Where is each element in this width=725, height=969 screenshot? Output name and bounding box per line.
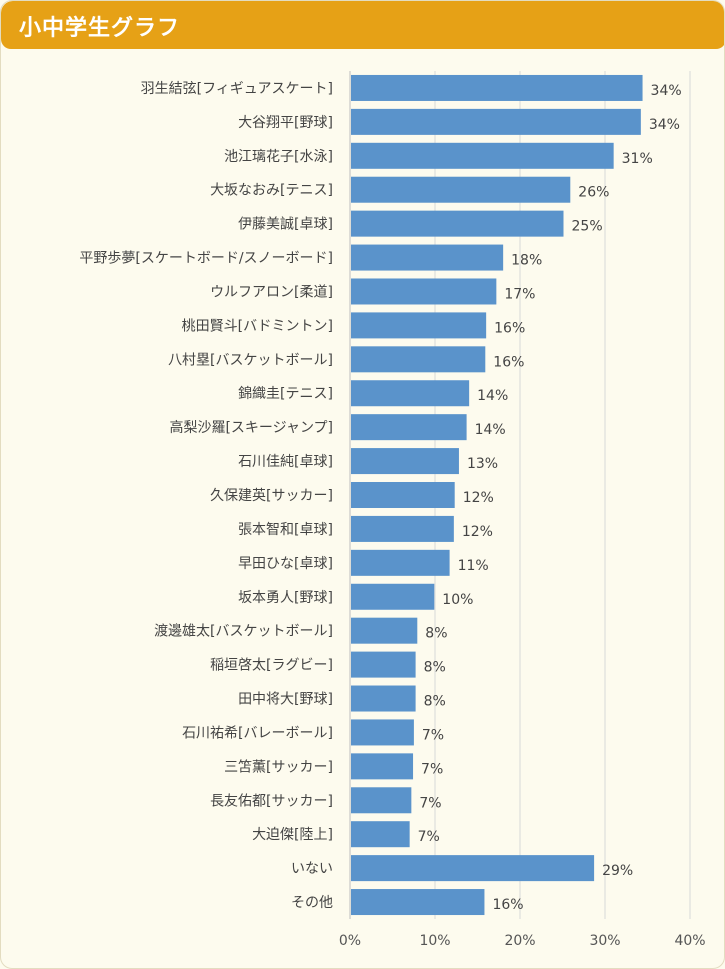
value-label-9: 14%	[477, 388, 508, 404]
value-label-22: 7%	[418, 829, 440, 845]
bar-5	[351, 244, 504, 271]
bar-9	[351, 380, 470, 407]
value-label-1: 34%	[649, 117, 680, 133]
value-label-0: 34%	[651, 83, 682, 99]
category-label-4: 伊藤美誠[卓球]	[238, 217, 333, 233]
value-label-23: 29%	[602, 863, 633, 879]
bar-15	[351, 583, 435, 610]
value-label-17: 8%	[424, 660, 446, 676]
value-label-6: 17%	[504, 286, 535, 302]
value-label-15: 10%	[442, 592, 473, 608]
bar-10	[351, 414, 467, 441]
value-label-2: 31%	[622, 151, 653, 167]
bar-13	[351, 515, 454, 542]
bar-24	[351, 889, 485, 916]
value-label-4: 25%	[572, 219, 603, 235]
bar-4	[351, 210, 564, 237]
category-label-9: 錦織圭[テニス]	[238, 385, 333, 402]
header-bar: 小中学生グラフ	[1, 1, 724, 49]
category-label-22: 大迫傑[陸上]	[252, 827, 333, 843]
category-label-5: 平野歩夢[スケートボード/スノーボード]	[79, 251, 333, 267]
category-label-7: 桃田賢斗[バドミントン]	[182, 318, 333, 334]
value-label-11: 13%	[467, 456, 498, 472]
bar-22	[351, 821, 410, 848]
category-label-16: 渡邊雄太[バスケットボール]	[154, 624, 333, 640]
category-label-11: 石川佳純[卓球]	[238, 454, 333, 470]
category-label-19: 石川祐希[バレーボール]	[182, 725, 333, 741]
bar-16	[351, 617, 418, 644]
category-label-20: 三笘薫[サッカー]	[224, 759, 333, 775]
bar-12	[351, 482, 455, 508]
category-label-14: 早田ひな[卓球]	[238, 556, 333, 572]
category-label-12: 久保建英[サッカー]	[210, 487, 333, 504]
bar-2	[351, 142, 614, 169]
bar-11	[351, 448, 459, 475]
bar-6	[351, 278, 497, 305]
value-label-13: 12%	[462, 524, 493, 540]
value-label-10: 14%	[475, 422, 506, 438]
value-label-7: 16%	[494, 320, 525, 336]
bar-14	[351, 549, 450, 576]
category-label-0: 羽生結弦[フィギュアスケート]	[141, 81, 333, 97]
value-label-21: 7%	[419, 795, 441, 811]
bar-8	[351, 346, 486, 373]
category-label-3: 大坂なおみ[テニス]	[210, 183, 333, 199]
category-label-10: 高梨沙羅[スキージャンプ]	[169, 419, 333, 436]
x-tick-label-0: 0%	[339, 933, 361, 949]
category-label-23: いない	[291, 861, 333, 877]
category-label-1: 大谷翔平[野球]	[238, 115, 333, 131]
value-label-19: 7%	[422, 727, 444, 743]
category-label-13: 張本智和[卓球]	[238, 522, 333, 538]
category-label-21: 長友佑都[サッカー]	[210, 793, 333, 809]
bar-20	[351, 753, 414, 780]
bar-0	[351, 74, 643, 101]
category-label-8: 八村塁[バスケットボール]	[168, 352, 333, 368]
bar-19	[351, 719, 414, 746]
value-label-8: 16%	[493, 354, 524, 370]
x-tick-label-20: 20%	[504, 933, 535, 949]
bar-21	[351, 787, 412, 814]
value-label-18: 8%	[424, 694, 446, 710]
bar-7	[351, 312, 487, 339]
value-label-12: 12%	[463, 490, 494, 506]
page-title: 小中学生グラフ	[19, 16, 181, 41]
category-label-6: ウルフアロン[柔道]	[210, 284, 333, 300]
value-label-16: 8%	[425, 626, 447, 642]
x-tick-label-40: 40%	[674, 933, 705, 949]
value-label-14: 11%	[458, 558, 489, 574]
bar-18	[351, 685, 416, 712]
value-label-5: 18%	[511, 253, 542, 269]
bar-23	[351, 855, 595, 882]
category-label-2: 池江璃花子[水泳]	[224, 148, 333, 165]
category-label-17: 稲垣啓太[ラグビー]	[210, 658, 333, 674]
value-label-3: 26%	[578, 185, 609, 201]
bar-17	[351, 651, 416, 678]
value-label-20: 7%	[421, 761, 443, 777]
x-tick-label-30: 30%	[589, 933, 620, 949]
x-tick-label-10: 10%	[419, 933, 450, 949]
category-label-18: 田中将大[野球]	[238, 692, 333, 708]
bar-3	[351, 176, 571, 203]
category-label-15: 坂本勇人[野球]	[238, 590, 333, 606]
bar-1	[351, 108, 641, 135]
value-label-24: 16%	[492, 897, 523, 913]
category-label-24: その他	[291, 895, 333, 911]
